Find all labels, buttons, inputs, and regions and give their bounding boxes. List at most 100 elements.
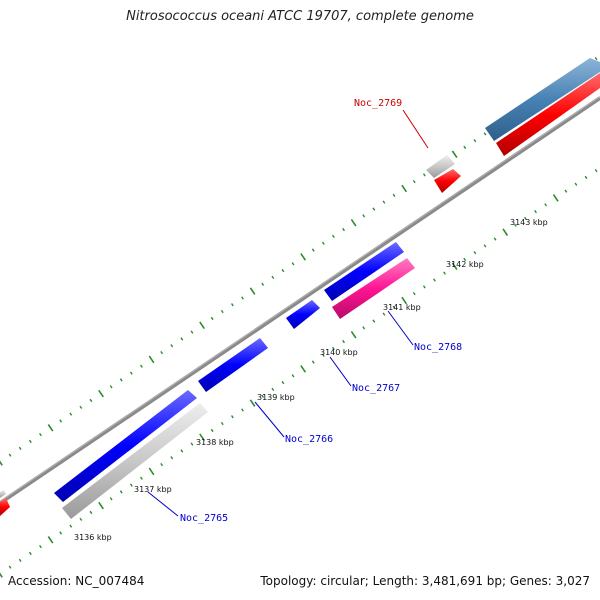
gene-left-edge-grey[interactable]: [0, 490, 6, 498]
outer-tick: [249, 287, 256, 295]
gene-forward-steelblue[interactable]: [485, 58, 600, 141]
inner-tick: [199, 433, 205, 442]
inner-tick: [28, 551, 32, 556]
outer-tick: [291, 262, 295, 266]
inner-tick: [69, 524, 73, 528]
inner-tick: [401, 296, 408, 305]
inner-tick: [534, 210, 537, 214]
inner-tick: [483, 244, 487, 248]
inner-tick: [332, 346, 335, 350]
inner-tick: [39, 545, 42, 549]
outer-tick: [59, 419, 63, 423]
gene-noc-2767[interactable]: [286, 300, 320, 329]
gene-noc-2767b[interactable]: [324, 242, 404, 301]
inner-tick: [574, 182, 578, 186]
outer-tick: [199, 321, 205, 330]
inner-tick: [249, 399, 256, 407]
kbp-label-3143: 3143 kbp: [510, 218, 548, 227]
inner-tick: [422, 285, 426, 289]
leader-noc-2768: [387, 310, 414, 346]
inner-tick: [362, 326, 366, 330]
gene-label-noc-2765[interactable]: Noc_2765: [180, 513, 228, 524]
kbp-label-3136: 3136 kbp: [74, 533, 112, 542]
inner-tick: [433, 278, 436, 282]
inner-tick: [210, 428, 214, 433]
inner-tick: [109, 497, 113, 501]
gene-noc-2769-grey[interactable]: [426, 155, 455, 178]
outer-tick: [18, 446, 22, 450]
outer-tick: [422, 173, 426, 177]
gene-noc-2769-red[interactable]: [434, 169, 461, 193]
inner-tick: [552, 194, 559, 202]
inner-tick: [180, 449, 184, 453]
forward-genes: [0, 58, 600, 516]
inner-tick: [342, 339, 345, 344]
gene-label-noc-2767[interactable]: Noc_2767: [352, 383, 400, 394]
gene-label-noc-2766[interactable]: Noc_2766: [285, 434, 333, 445]
kbp-label-3138: 3138 kbp: [196, 438, 234, 447]
outer-tick: [210, 316, 214, 321]
genome-backbone: [0, 96, 600, 505]
inner-tick: [241, 408, 244, 412]
inner-tick: [119, 490, 123, 494]
gene-noc-2766[interactable]: [198, 338, 268, 392]
gene-label-noc-2769[interactable]: Noc_2769: [354, 98, 402, 109]
kbp-scale: 3136 kbp 3137 kbp 3138 kbp 3139 kbp 3140…: [74, 218, 548, 542]
inner-tick: [372, 319, 376, 323]
inner-tick: [584, 175, 588, 180]
kbp-label-3141: 3141 kbp: [383, 303, 421, 312]
gene-noc-2765-grey[interactable]: [62, 403, 208, 519]
kbp-label-3142: 3142 kbp: [446, 260, 484, 269]
inner-tick: [59, 531, 63, 535]
outer-tick-track: [0, 57, 598, 466]
inner-tick: [443, 271, 446, 275]
outer-tick: [332, 234, 335, 238]
inner-tick: [451, 262, 458, 271]
inner-tick: [564, 189, 568, 193]
outer-tick: [129, 371, 133, 375]
gene-labels: Noc_2765 Noc_2766 Noc_2767 Noc_2768 Noc_…: [180, 98, 462, 524]
outer-tick: [594, 57, 598, 61]
gene-forward-red-large[interactable]: [496, 73, 600, 156]
inner-tick: [140, 476, 143, 480]
outer-tick: [392, 193, 396, 197]
genome-summary: Topology: circular; Length: 3,481,691 bp…: [260, 574, 590, 588]
outer-tick: [148, 355, 155, 364]
outer-tick: [8, 453, 12, 457]
inner-tick: [47, 536, 54, 544]
gene-noc-2765-blue[interactable]: [54, 390, 197, 502]
outer-tick: [220, 309, 224, 314]
inner-tick: [321, 353, 325, 357]
gene-left-edge-red[interactable]: [0, 498, 10, 516]
outer-tick: [412, 180, 416, 184]
outer-tick: [231, 303, 234, 307]
inner-tick: [129, 483, 133, 487]
outer-tick: [483, 132, 487, 136]
outer-tick: [281, 268, 285, 273]
kbp-label-3140: 3140 kbp: [320, 348, 358, 357]
outer-tick: [342, 227, 345, 232]
outer-tick: [79, 405, 83, 409]
inner-tick: [493, 237, 497, 241]
outer-tick: [372, 207, 376, 211]
outer-tick: [261, 282, 265, 286]
inner-tick: [148, 467, 155, 476]
gene-label-noc-2768[interactable]: Noc_2768: [414, 342, 462, 353]
leader-noc-2767: [329, 356, 352, 387]
outer-tick: [451, 150, 458, 159]
outer-tick: [241, 296, 244, 300]
outer-tick: [401, 184, 408, 193]
outer-tick: [0, 460, 3, 466]
inner-tick: [0, 572, 3, 578]
outer-tick: [109, 385, 113, 389]
inner-tick-track: [0, 169, 598, 578]
inner-tick: [412, 292, 416, 296]
inner-tick: [231, 415, 234, 419]
accession-label: Accession: NC_007484: [8, 574, 145, 588]
inner-tick: [350, 330, 357, 339]
gene-noc-2768[interactable]: [332, 258, 415, 319]
outer-tick: [98, 389, 104, 398]
outer-tick: [170, 344, 174, 348]
